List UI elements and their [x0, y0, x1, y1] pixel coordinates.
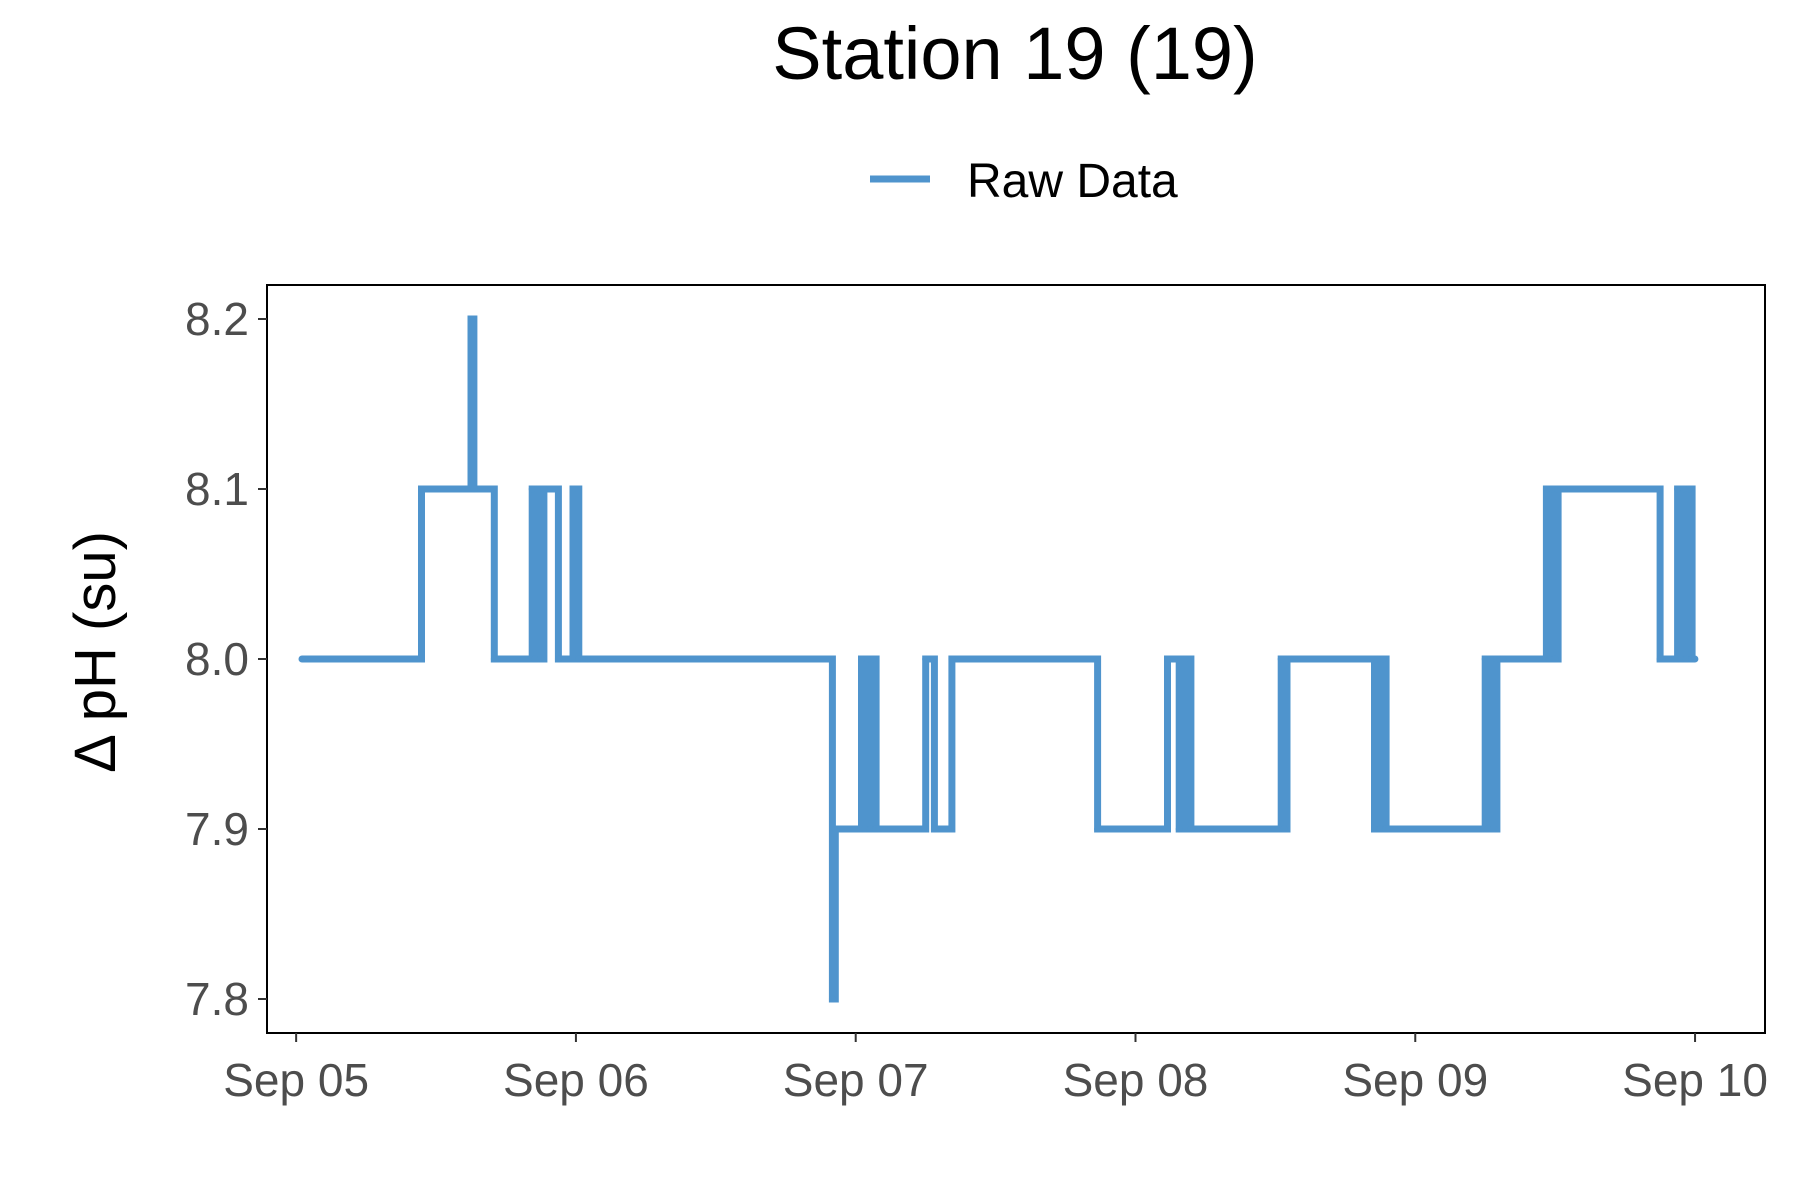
data-point [1277, 655, 1285, 663]
data-point [837, 825, 845, 833]
data-point [1685, 485, 1693, 493]
data-point [858, 655, 865, 663]
data-point [1490, 825, 1498, 833]
data-point [1679, 485, 1687, 493]
x-tick-label: Sep 07 [783, 1054, 929, 1106]
data-point [1164, 655, 1171, 663]
data-point [1656, 655, 1664, 663]
data-point [1548, 485, 1556, 493]
data-point [1280, 825, 1288, 833]
data-point [584, 655, 592, 663]
data-point [1376, 825, 1384, 833]
x-tick-label: Sep 08 [1063, 1054, 1209, 1106]
data-point [866, 825, 874, 833]
x-tick-label: Sep 09 [1342, 1054, 1488, 1106]
data-point [528, 485, 536, 493]
data-point [1691, 655, 1699, 663]
data-point [1677, 655, 1684, 663]
y-axis-title: Δ pH (su) [63, 531, 128, 773]
data-point [930, 825, 938, 833]
data-point [831, 825, 839, 833]
data-point [1499, 655, 1507, 663]
data-point [531, 655, 539, 663]
data-point [1487, 655, 1495, 663]
data-point [534, 485, 542, 493]
data-point [569, 485, 577, 493]
y-tick-label: 8.2 [185, 293, 249, 345]
x-axis: Sep 05 Sep 06 Sep 07 Sep 08 Sep 09 Sep 10 [223, 1033, 1768, 1106]
y-tick-label: 7.9 [185, 803, 249, 855]
data-point [1187, 825, 1195, 833]
data-point [1682, 655, 1690, 663]
y-axis: 7.8 7.9 8.0 8.1 8.2 [185, 293, 267, 1025]
data-point [490, 655, 498, 663]
y-tick-label: 8.1 [185, 463, 249, 515]
data-point [575, 655, 583, 663]
data-point [828, 995, 836, 1003]
data-point [922, 655, 930, 663]
legend-label: Raw Data [967, 155, 1178, 208]
data-point [418, 485, 425, 493]
y-tick-label: 7.8 [185, 973, 249, 1025]
data-point [554, 655, 562, 663]
data-point [537, 655, 545, 663]
data-point [1094, 825, 1102, 833]
data-point [1551, 655, 1559, 663]
x-tick-label: Sep 05 [223, 1054, 369, 1106]
series-raw-data-points [298, 315, 1699, 1003]
data-point [1207, 825, 1215, 833]
data-point [1379, 655, 1387, 663]
data-point [1484, 825, 1492, 833]
data-point [298, 655, 306, 663]
x-tick-label: Sep 10 [1622, 1054, 1768, 1106]
data-point [869, 655, 877, 663]
data-point [1371, 825, 1378, 833]
x-tick-label: Sep 06 [503, 1054, 649, 1106]
data-point [1560, 485, 1568, 493]
chart-title: Station 19 (19) [772, 12, 1257, 95]
data-point [1542, 485, 1550, 493]
data-point [470, 485, 478, 493]
data-point [1286, 655, 1294, 663]
y-tick-label: 8.0 [185, 633, 249, 685]
data-point [540, 485, 548, 493]
data-point [1481, 655, 1489, 663]
data-point [948, 655, 956, 663]
data-point [861, 825, 868, 833]
data-point [1181, 655, 1189, 663]
data-point [1674, 485, 1682, 493]
data-point [1373, 655, 1381, 663]
data-point [1385, 825, 1393, 833]
data-point [863, 655, 871, 663]
data-point [1175, 825, 1183, 833]
data-point [469, 315, 477, 323]
data-point [1545, 655, 1553, 663]
data-point [875, 825, 883, 833]
legend: Raw Data [870, 155, 1178, 208]
